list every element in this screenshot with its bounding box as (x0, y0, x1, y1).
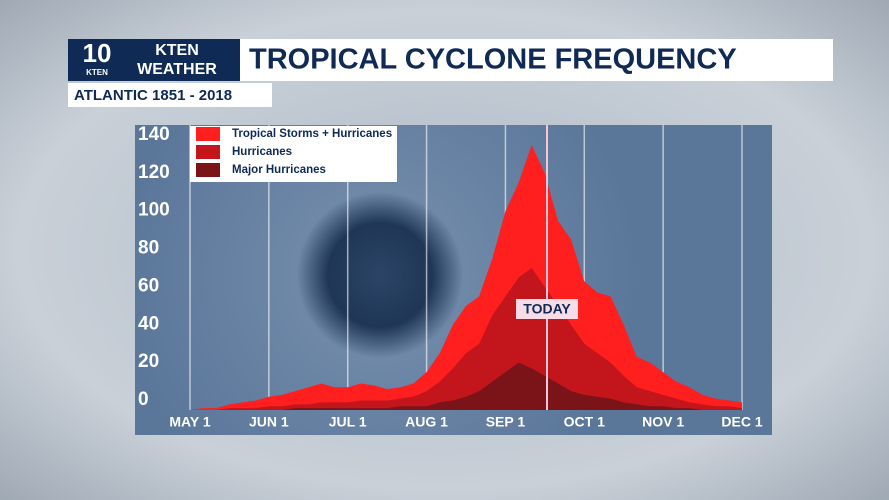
annotation-box (516, 299, 578, 319)
area (190, 268, 742, 410)
y-tick-label: 20 (138, 351, 159, 372)
y-tick-label: 100 (138, 200, 170, 221)
logo (68, 39, 240, 81)
annotation: TODAY (523, 301, 571, 317)
y-tick-label: 0 (138, 389, 149, 410)
y-tick-label: 120 (138, 162, 170, 183)
y-tick-label: 140 (138, 124, 170, 145)
area (190, 362, 742, 410)
y-tick-label: 60 (138, 275, 159, 296)
x-tick-label: JUL 1 (329, 414, 367, 430)
area (190, 145, 742, 410)
x-tick-label: DEC 1 (721, 414, 762, 430)
legend-label: Tropical Storms + Hurricanes (232, 128, 392, 140)
x-tick-label: SEP 1 (486, 414, 526, 430)
logo-small: KTEN (86, 68, 108, 77)
y-tick-label: 40 (138, 313, 159, 334)
x-tick-label: JUN 1 (249, 414, 289, 430)
x-tick-label: NOV 1 (642, 414, 684, 430)
chart-title: TROPICAL CYCLONE FREQUENCY (249, 44, 737, 76)
x-tick-label: OCT 1 (564, 414, 605, 430)
chart-subtitle: ATLANTIC 1851 - 2018 (74, 87, 232, 104)
legend-label: Hurricanes (232, 146, 292, 158)
subtitle-bar (68, 83, 272, 107)
legend (190, 126, 397, 182)
legend-label: Major Hurricanes (232, 164, 326, 176)
logo-number: 10 (83, 38, 112, 68)
station: KTEN (155, 42, 199, 59)
title-bar (240, 39, 833, 81)
legend-swatch (196, 127, 220, 141)
legend-swatch (196, 163, 220, 177)
y-tick-label: 80 (138, 238, 159, 259)
brand: WEATHER (137, 61, 217, 78)
x-tick-label: AUG 1 (405, 414, 448, 430)
x-tick-label: MAY 1 (169, 414, 210, 430)
legend-swatch (196, 145, 220, 159)
